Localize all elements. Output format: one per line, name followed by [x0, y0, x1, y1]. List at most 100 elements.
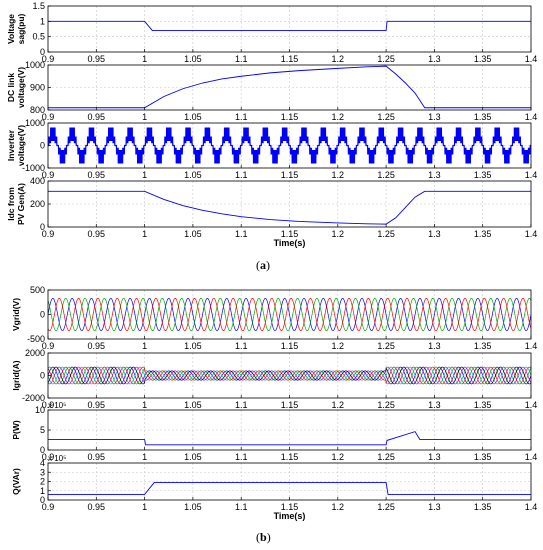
- y-tick-label: 0: [40, 47, 45, 57]
- y-tick-label: 0: [40, 371, 45, 381]
- y-tick-label: 0: [40, 495, 45, 505]
- x-tick-label: 1.1: [235, 452, 248, 462]
- chart-panel-4: 0.9 0.95 1 1.05 1.1 1.15 1.2 1.25 1.3 1.35 1.4 0 200…: [6, 176, 537, 248]
- x-tick-label: 1.1: [235, 400, 248, 410]
- y-tick-label: 0: [40, 222, 45, 232]
- x-tick-label: 1.35: [474, 170, 492, 180]
- y-axis-label: P(W): [11, 420, 21, 440]
- y-tick-label: 1.5: [32, 1, 45, 11]
- plot-area: [48, 6, 531, 52]
- x-tick-label: 1.3: [428, 502, 441, 512]
- y-tick-label: 0: [40, 445, 45, 455]
- x-tick-label: 0.95: [88, 54, 106, 64]
- x-tick-label: 1.3: [428, 54, 441, 64]
- x-tick-label: 1.1: [235, 229, 248, 239]
- x-tick-label: 1.1: [235, 170, 248, 180]
- x-tick-label: 1: [142, 112, 147, 122]
- series-line-1: [48, 481, 531, 495]
- y-tick-label: 0: [40, 310, 45, 320]
- y-axis-label: Igrid(A): [11, 360, 21, 390]
- x-tick-label: 1.2: [332, 229, 345, 239]
- data-layer: [48, 65, 531, 109]
- chart-panel-6: 0.9 0.95 1 1.05 1.1 1.15 1.2 1.25 1.3 1.35 1.4 -200…: [11, 348, 537, 410]
- x-tick-label: 1.15: [281, 229, 299, 239]
- y-tick-label: -500: [27, 334, 45, 344]
- y-axis-label-line: PV Gen(A): [16, 183, 26, 225]
- y-tick-label: 2000: [25, 348, 45, 358]
- data-layer: [48, 431, 531, 446]
- x-tick-label: 1.2: [332, 400, 345, 410]
- x-tick-label: 1.05: [184, 229, 202, 239]
- y-axis-label: Vgrid(V): [11, 298, 21, 331]
- x-tick-label: 1.25: [377, 502, 395, 512]
- y-axis-label-line: voltage(V): [16, 125, 26, 166]
- y-tick-label: 1: [40, 16, 45, 26]
- x-tick-label: 0.95: [88, 341, 106, 351]
- y-axis-label-line: Q(VAr): [11, 468, 21, 495]
- x-tick-label: 1.15: [281, 341, 299, 351]
- x-tick-label: 1: [142, 54, 147, 64]
- y-tick-label: 2: [40, 477, 45, 487]
- y-axis-label-line: P(W): [11, 420, 21, 440]
- y-tick-label: 1: [40, 486, 45, 496]
- y-tick-label: 10: [35, 405, 45, 415]
- y-axis-label: Q(VAr): [11, 468, 21, 495]
- x-tick-label: 1.2: [332, 341, 345, 351]
- chart-panel-3: 0.9 0.95 1 1.05 1.1 1.15 1.2 1.25 1.3 1.35 1.4 -100…: [6, 118, 537, 180]
- x-tick-label: 1.05: [184, 54, 202, 64]
- y-tick-label: -1000: [22, 163, 45, 173]
- chart-panel-2: 0.9 0.95 1 1.05 1.1 1.15 1.2 1.25 1.3 1.35 1.4 800 9…: [6, 60, 537, 122]
- y-tick-label: -2000: [22, 393, 45, 403]
- panel-label-b-close: ): [266, 530, 271, 544]
- x-tick-label: 0.95: [88, 452, 106, 462]
- inverter-waveform: [48, 127, 531, 164]
- x-tick-label: 1.3: [428, 170, 441, 180]
- chart-panel-8: 0.9 0.95 1 1.05 1.1 1.15 1.2 1.25 1.3 1.35 1.40123…: [11, 454, 537, 521]
- x-tick-label: 1.05: [184, 170, 202, 180]
- x-tick-label: 1.15: [281, 54, 299, 64]
- chart-panel-7: 0.9 0.95 1 1.05 1.1 1.15 1.2 1.25 1.3 1.35 1.40510…: [11, 401, 537, 462]
- x-tick-label: 1.35: [474, 502, 492, 512]
- y-axis-label: Idc fromPV Gen(A): [6, 183, 26, 225]
- x-tick-label: 1.4: [525, 170, 538, 180]
- x-tick-label: 1.3: [428, 452, 441, 462]
- x-tick-label: 1.1: [235, 54, 248, 64]
- x-tick-label: 1.05: [184, 112, 202, 122]
- x-tick-label: 1: [142, 170, 147, 180]
- x-tick-label: 0.95: [88, 112, 106, 122]
- x-tick-label: 0.95: [88, 502, 106, 512]
- y-tick-label: 1000: [25, 60, 45, 70]
- panel-label-a: (a): [256, 258, 270, 273]
- y-axis-label: DC linkvoltage(V): [6, 67, 26, 108]
- series-line-1: [48, 431, 531, 446]
- series-line-1: [48, 65, 531, 109]
- x-tick-label: 1.35: [474, 341, 492, 351]
- x-tick-label: 1.35: [474, 112, 492, 122]
- x-axis-label: Time(s): [274, 238, 306, 248]
- y-axis-label-line: DC link: [6, 73, 16, 103]
- y-tick-label: 0.5: [32, 32, 45, 42]
- x-tick-label: 1.4: [525, 452, 538, 462]
- panel-label-b: (b): [256, 530, 271, 545]
- x-tick-label: 1.1: [235, 341, 248, 351]
- x-tick-label: 1.3: [428, 400, 441, 410]
- x-tick-label: 1.25: [377, 170, 395, 180]
- x-tick-label: 1.35: [474, 400, 492, 410]
- y-tick-label: 400: [30, 176, 45, 186]
- y-tick-label: 0: [40, 141, 45, 151]
- x-tick-label: 1.4: [525, 229, 538, 239]
- x-tick-label: 1.2: [332, 452, 345, 462]
- y-multiplier: x 10⁵: [48, 454, 66, 463]
- x-tick-label: 1.05: [184, 341, 202, 351]
- x-tick-label: 0.9: [42, 452, 55, 462]
- x-tick-label: 1: [142, 229, 147, 239]
- x-tick-label: 1.4: [525, 112, 538, 122]
- y-axis-label: Voltagesag(pu): [6, 13, 26, 44]
- y-tick-label: 4: [40, 458, 45, 468]
- panel-label-a-close: ): [266, 258, 270, 272]
- y-tick-label: 3: [40, 467, 45, 477]
- series-line-1: [48, 190, 531, 225]
- y-tick-label: 200: [30, 199, 45, 209]
- x-tick-label: 1.05: [184, 502, 202, 512]
- x-tick-label: 1.25: [377, 452, 395, 462]
